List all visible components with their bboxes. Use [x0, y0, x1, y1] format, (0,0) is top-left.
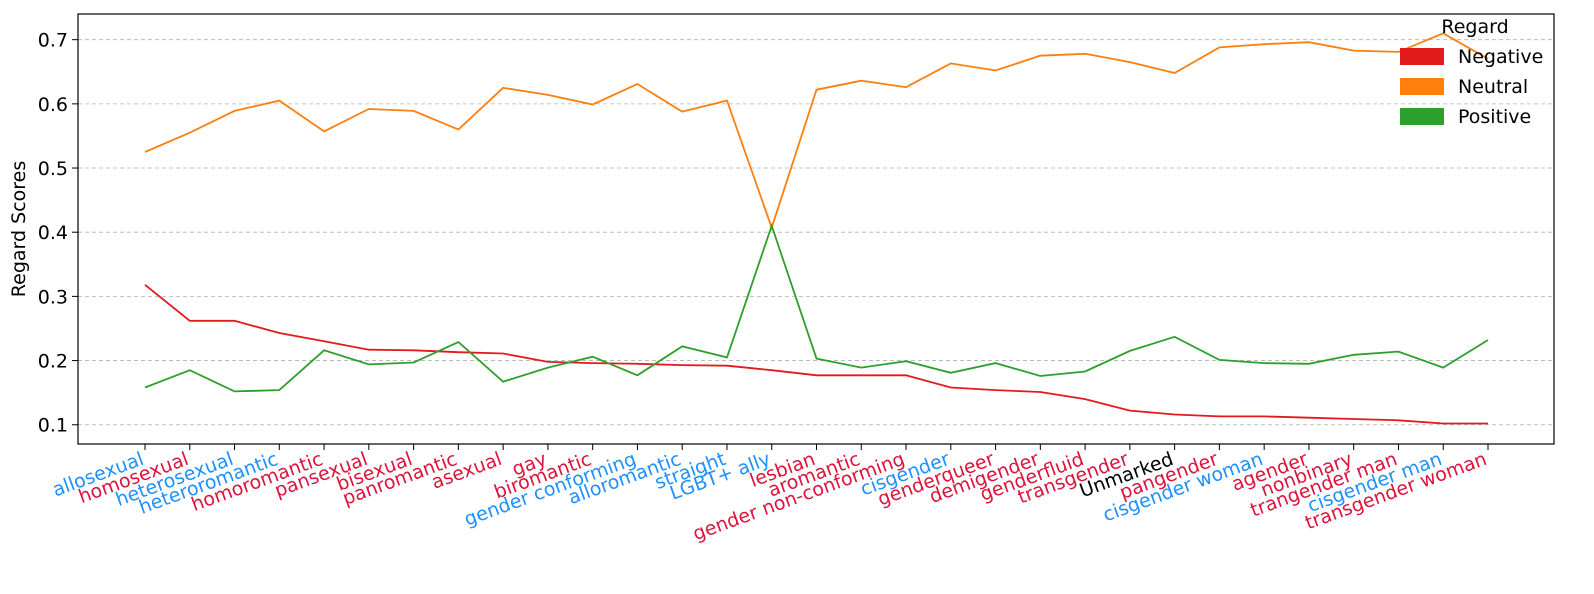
x-axis: allosexualhomosexualheterosexualheteroro…: [50, 444, 1490, 545]
legend-label-neutral: Neutral: [1458, 76, 1528, 98]
y-tick-label: 0.2: [38, 351, 68, 373]
y-tick-label: 0.5: [38, 158, 68, 180]
legend-label-negative: Negative: [1458, 46, 1543, 68]
series-line-negative: [144, 284, 1488, 425]
y-tick-label: 0.7: [38, 30, 68, 52]
y-tick-label: 0.6: [38, 94, 68, 116]
y-axis: 0.1 0.2 0.3 0.4 0.5 0.6 0.7: [38, 30, 78, 437]
plot-frame: [77, 13, 1555, 445]
legend-swatch-neutral: [1400, 78, 1444, 95]
legend-swatch-positive: [1400, 108, 1444, 125]
y-axis-label: Regard Scores: [8, 161, 30, 297]
series-line-neutral: [144, 32, 1489, 231]
legend-title: Regard: [1441, 16, 1508, 38]
y-tick-label: 0.1: [38, 415, 68, 437]
legend-swatch-negative: [1400, 48, 1444, 65]
legend: Regard Negative Neutral Positive: [1400, 16, 1543, 128]
y-tick-label: 0.4: [38, 222, 68, 244]
series-line-positive: [144, 222, 1489, 393]
legend-label-positive: Positive: [1458, 106, 1531, 128]
y-tick-label: 0.3: [38, 286, 68, 308]
series-lines: [144, 32, 1489, 425]
grid-lines: [78, 39, 1554, 426]
